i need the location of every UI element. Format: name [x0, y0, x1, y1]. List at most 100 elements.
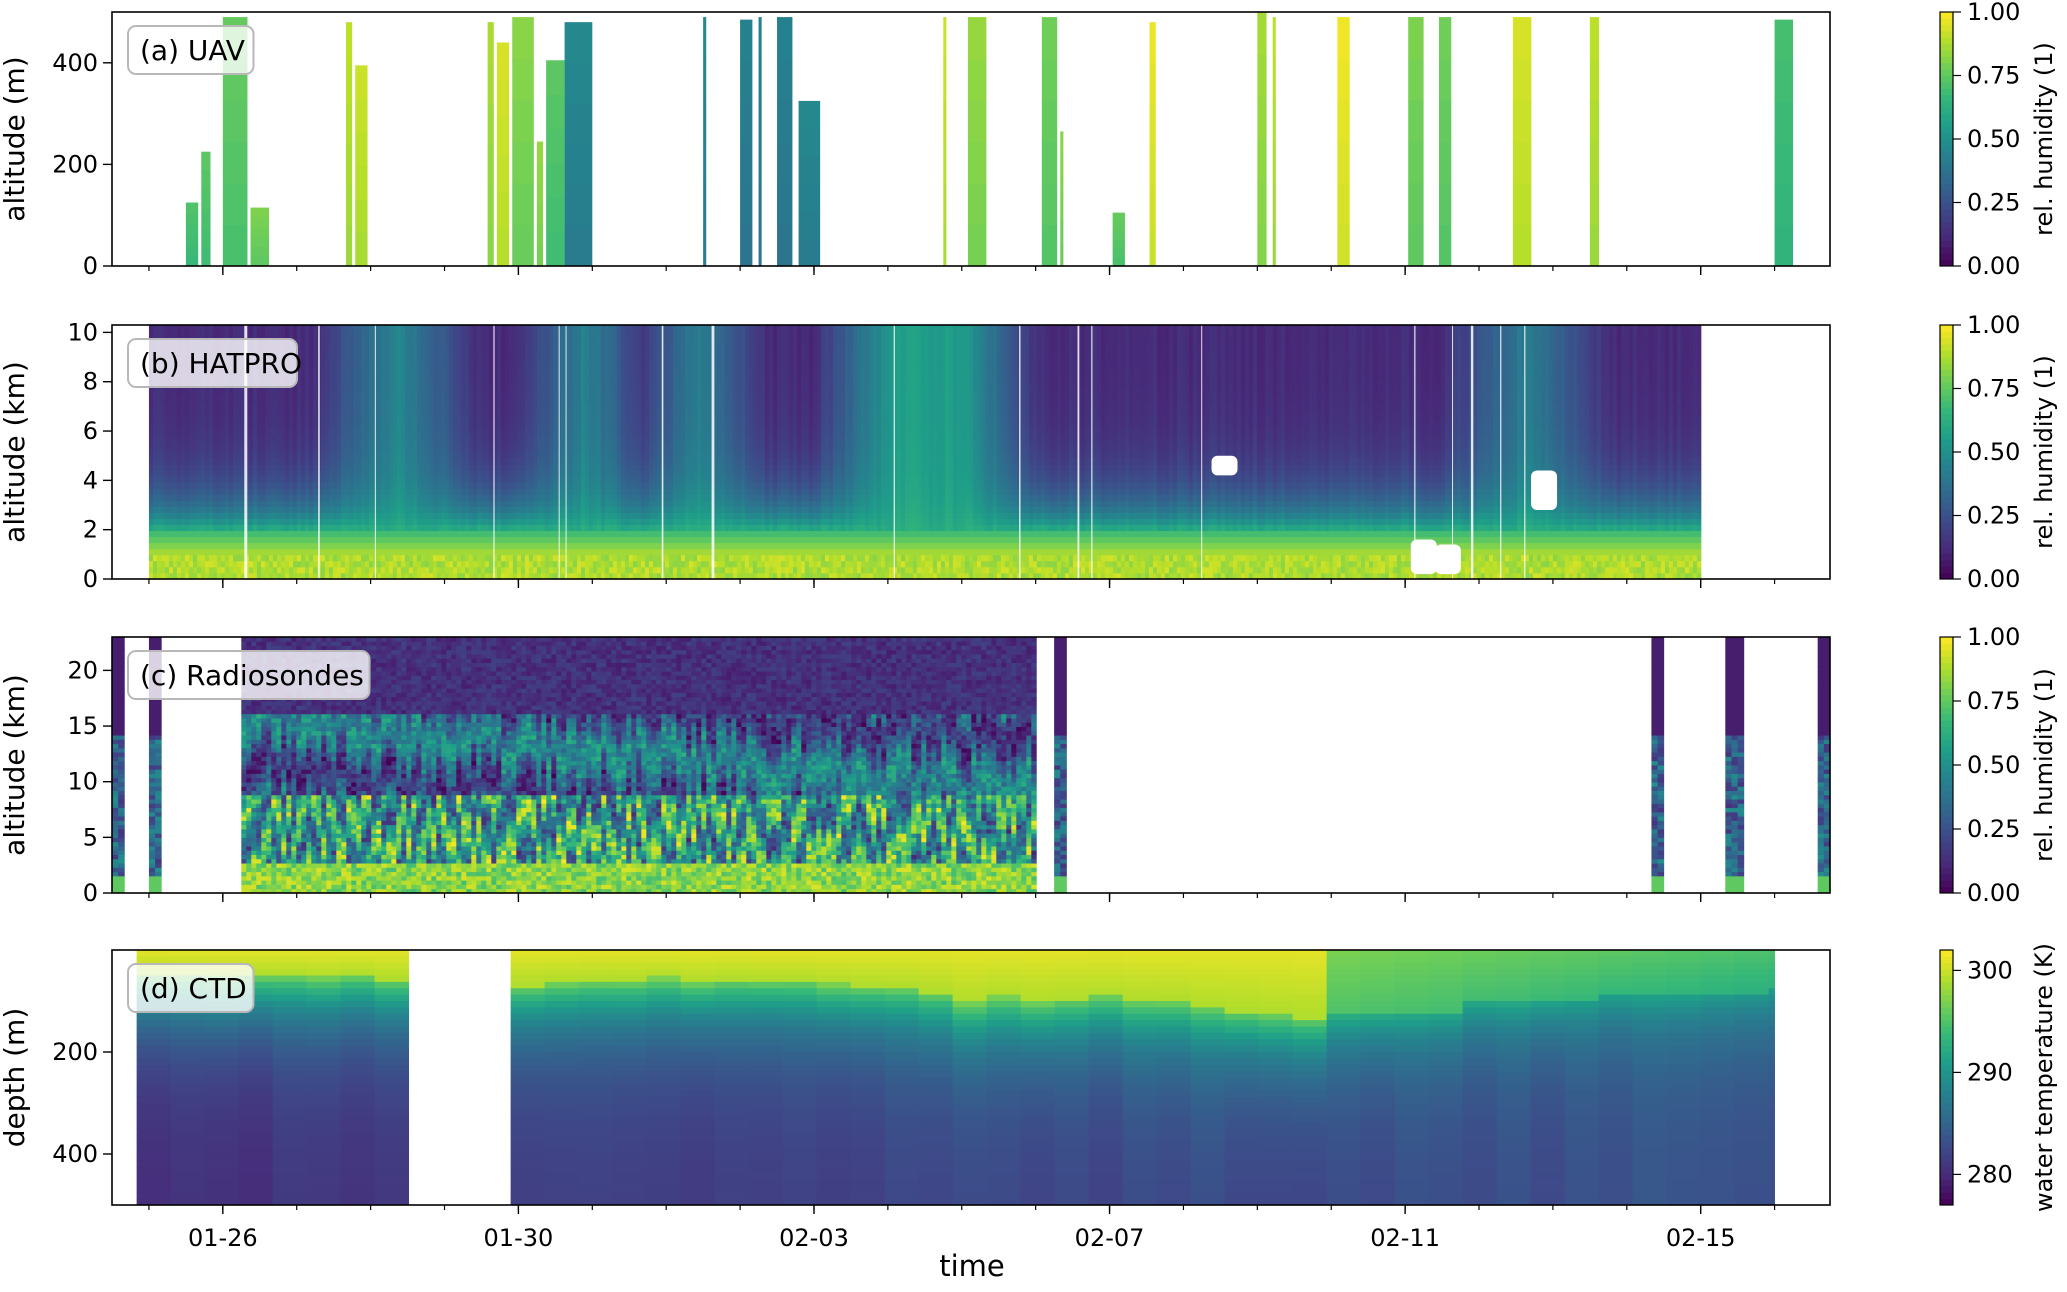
- hatpro-cell: [484, 560, 490, 568]
- hatpro-cell: [544, 482, 550, 489]
- hatpro-cell: [304, 385, 310, 392]
- hatpro-cell: [592, 325, 598, 332]
- hatpro-cell: [172, 325, 178, 332]
- hatpro-cell: [564, 337, 570, 344]
- hatpro-cell: [304, 343, 310, 350]
- hatpro-cell: [412, 391, 418, 398]
- hatpro-cell: [196, 572, 202, 579]
- hatpro-cell: [264, 385, 270, 392]
- hatpro-cell: [520, 530, 526, 538]
- hatpro-cell: [504, 385, 510, 392]
- hatpro-cell: [232, 470, 238, 477]
- hatpro-cell: [428, 325, 434, 332]
- hatpro-cell: [428, 397, 434, 405]
- hatpro-cell: [172, 482, 178, 489]
- uav-cell: [564, 103, 593, 145]
- hatpro-cell: [472, 542, 478, 550]
- hatpro-cell: [164, 476, 170, 483]
- hatpro-cell: [200, 421, 206, 429]
- hatpro-cell: [512, 415, 518, 423]
- hatpro-cell: [592, 524, 598, 532]
- hatpro-cell: [356, 566, 362, 574]
- hatpro-cell: [168, 536, 174, 544]
- hatpro-cell: [512, 367, 518, 374]
- hatpro-cell: [560, 488, 566, 495]
- hatpro-cell: [388, 355, 394, 362]
- hatpro-cell: [288, 500, 294, 507]
- hatpro-cell: [240, 494, 246, 501]
- hatpro-cell: [168, 427, 174, 435]
- hatpro-cell: [464, 548, 470, 556]
- hatpro-cell: [596, 439, 602, 447]
- hatpro-cell: [384, 470, 390, 477]
- hatpro-cell: [148, 554, 154, 562]
- hatpro-cell: [440, 524, 446, 532]
- hatpro-cell: [472, 403, 478, 411]
- hatpro-cell: [256, 476, 262, 483]
- hatpro-cell: [456, 409, 462, 417]
- hatpro-cell: [472, 524, 478, 532]
- hatpro-cell: [440, 433, 446, 441]
- hatpro-cell: [512, 494, 518, 501]
- hatpro-cell: [468, 421, 474, 429]
- hatpro-cell: [348, 439, 354, 447]
- hatpro-cell: [168, 397, 174, 405]
- hatpro-cell: [344, 458, 350, 465]
- hatpro-cell: [416, 572, 422, 579]
- hatpro-cell: [364, 379, 370, 386]
- hatpro-cell: [184, 397, 190, 405]
- hatpro-cell: [308, 379, 314, 386]
- hatpro-cell: [472, 548, 478, 556]
- hatpro-cell: [552, 512, 558, 519]
- hatpro-cell: [512, 439, 518, 447]
- hatpro-cell: [600, 560, 606, 568]
- uav-cell: [758, 17, 762, 60]
- hatpro-cell: [472, 439, 478, 447]
- hatpro-cell: [368, 506, 374, 513]
- uav-cell: [1041, 58, 1058, 101]
- hatpro-cell: [188, 560, 194, 568]
- hatpro-cell: [564, 518, 570, 525]
- hatpro-cell: [528, 560, 534, 568]
- hatpro-cell: [420, 397, 426, 405]
- hatpro-cell: [276, 445, 282, 453]
- hatpro-cell: [352, 415, 358, 423]
- hatpro-cell: [252, 325, 258, 332]
- hatpro-cell: [204, 403, 210, 411]
- hatpro-cell: [180, 439, 186, 447]
- hatpro-cell: [472, 566, 478, 574]
- hatpro-cell: [228, 530, 234, 538]
- hatpro-cell: [468, 433, 474, 441]
- hatpro-cell: [452, 554, 458, 562]
- hatpro-cell: [588, 506, 594, 513]
- hatpro-cell: [476, 331, 482, 338]
- hatpro-cell: [452, 458, 458, 465]
- hatpro-cell: [340, 452, 346, 459]
- hatpro-cell: [220, 385, 226, 392]
- hatpro-cell: [188, 506, 194, 513]
- hatpro-cell: [496, 518, 502, 525]
- hatpro-cell: [596, 337, 602, 344]
- hatpro-cell: [312, 548, 318, 556]
- hatpro-cell: [588, 421, 594, 429]
- hatpro-cell: [396, 325, 402, 332]
- hatpro-cell: [160, 536, 166, 544]
- hatpro-cell: [180, 542, 186, 550]
- hatpro-cell: [400, 409, 406, 417]
- hatpro-cell: [464, 373, 470, 380]
- hatpro-cell: [240, 325, 246, 332]
- hatpro-cell: [436, 403, 442, 411]
- hatpro-cell: [240, 403, 246, 411]
- hatpro-cell: [436, 458, 442, 465]
- hatpro-cell: [464, 379, 470, 386]
- hatpro-cell: [280, 506, 286, 513]
- hatpro-cell: [568, 512, 574, 519]
- hatpro-cell: [440, 385, 446, 392]
- hatpro-cell: [400, 367, 406, 374]
- hatpro-cell: [220, 560, 226, 568]
- hatpro-cell: [444, 566, 450, 574]
- hatpro-cell: [460, 445, 466, 453]
- hatpro-cell: [376, 403, 382, 411]
- hatpro-cell: [304, 548, 310, 556]
